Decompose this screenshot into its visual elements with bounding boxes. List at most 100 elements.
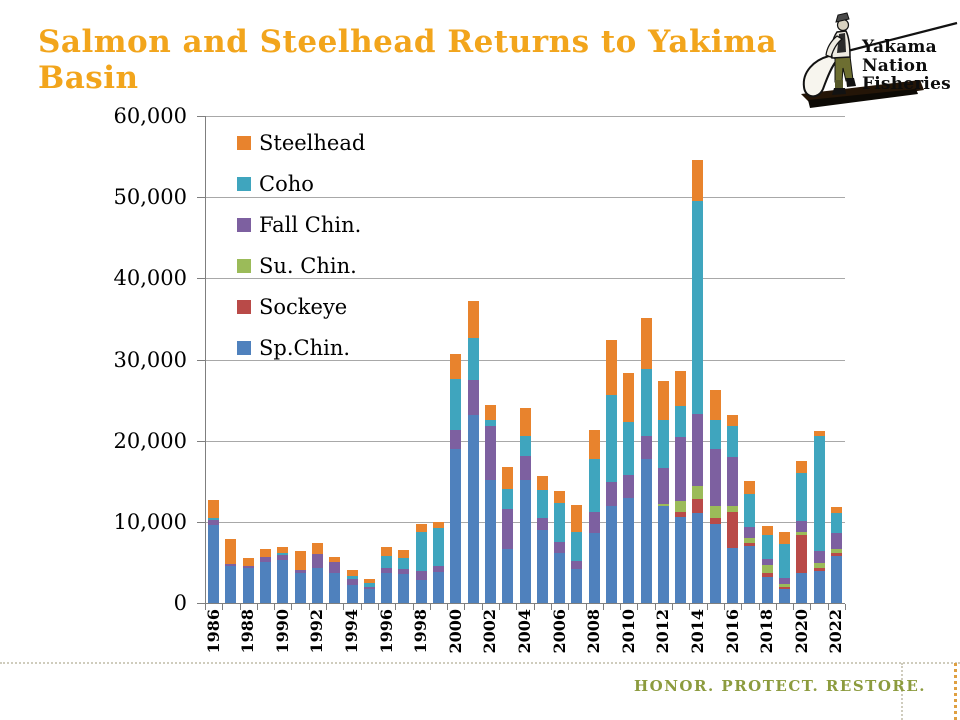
- bar-2017-steelhead: [744, 481, 756, 494]
- bar-1992-fall-chin: [311, 553, 323, 569]
- motto-text: HONOR. PROTECT. RESTORE.: [633, 677, 927, 695]
- bar-1999-coho: [433, 528, 444, 566]
- bar-2020-sp-chin: [796, 572, 808, 603]
- fisherman-dipnet-illustration: [801, 12, 958, 108]
- x-axis-label: 1994: [342, 609, 362, 654]
- bar-1999-fall-chin: [433, 565, 444, 573]
- bar-1998-sp-chin: [415, 579, 427, 603]
- y-axis-tick: [197, 116, 205, 117]
- x-axis-label: 2000: [445, 609, 465, 654]
- legend-swatch: [237, 176, 251, 191]
- bar-2010-sp-chin: [623, 497, 635, 603]
- x-axis-tick: [741, 604, 743, 610]
- bar-1997-steelhead: [398, 549, 410, 559]
- y-axis-tick: [197, 440, 205, 442]
- bar-1991-sp-chin: [294, 572, 306, 603]
- bar-1989-sp-chin: [260, 562, 272, 603]
- bar-2002-steelhead: [484, 405, 496, 420]
- x-axis-label: 2010: [618, 609, 638, 654]
- bar-1996-coho: [381, 556, 393, 569]
- x-axis-tick: [343, 604, 345, 610]
- x-axis-tick: [377, 604, 379, 610]
- bar-1994-coho: [346, 576, 358, 579]
- bar-2017-fall-chin: [744, 527, 756, 539]
- y-axis-label: 20,000: [113, 428, 187, 453]
- bar-2014-fall-chin: [692, 413, 704, 487]
- bar-1986-coho: [208, 517, 220, 521]
- x-axis-label: 1992: [307, 609, 327, 654]
- bar-2005-fall-chin: [536, 517, 548, 530]
- x-axis-tick: [222, 604, 224, 610]
- x-axis-tick: [810, 604, 812, 610]
- bar-1998-coho: [415, 532, 427, 572]
- x-axis-tick: [499, 604, 501, 610]
- footer-dotted-vertical-divider: [901, 663, 903, 720]
- bar-1997-sp-chin: [398, 573, 410, 603]
- gridline: [205, 278, 845, 280]
- gridline: [205, 197, 845, 199]
- bar-1995-fall-chin: [363, 586, 375, 590]
- x-axis-tick: [205, 604, 206, 610]
- x-axis-tick: [672, 604, 674, 610]
- bar-1989-fall-chin: [260, 557, 272, 563]
- bar-2021-su-chin: [813, 563, 825, 569]
- bar-1995-coho: [363, 583, 375, 587]
- bar-1990-fall-chin: [277, 554, 289, 560]
- bar-2020-steelhead: [796, 461, 808, 474]
- bar-1997-coho: [398, 558, 410, 570]
- bar-2005-sp-chin: [536, 529, 548, 603]
- x-axis-label: 2018: [757, 609, 777, 654]
- bar-2015-sockeye: [709, 518, 721, 524]
- x-axis-tick: [758, 604, 760, 610]
- y-axis-tick: [197, 197, 205, 199]
- bar-2013-sockeye: [675, 512, 687, 518]
- x-axis-label: 2002: [480, 609, 500, 654]
- bar-1995-steelhead: [363, 579, 375, 584]
- bar-2012-sp-chin: [657, 506, 669, 603]
- x-axis-tick: [447, 604, 449, 610]
- logo-wordmark: Yakama Nation Fisheries: [862, 38, 951, 94]
- bar-2000-fall-chin: [450, 430, 462, 449]
- x-axis-tick: [654, 604, 656, 610]
- bar-2018-sp-chin: [761, 577, 773, 603]
- bar-2015-coho: [709, 420, 721, 449]
- bar-2001-fall-chin: [467, 379, 479, 415]
- x-axis-label: 2004: [515, 609, 534, 654]
- gridline: [205, 359, 845, 361]
- bar-2003-sp-chin: [502, 548, 514, 603]
- bar-2009-coho: [605, 394, 617, 483]
- bar-2009-steelhead: [605, 340, 617, 395]
- bar-1994-fall-chin: [346, 578, 358, 586]
- bar-1988-sp-chin: [242, 568, 254, 603]
- x-axis-tick: [291, 604, 293, 610]
- bar-1993-fall-chin: [329, 562, 341, 573]
- legend-label: Sockeye: [259, 294, 348, 319]
- bar-2017-sockeye: [744, 542, 756, 546]
- slide-title: Salmon and Steelhead Returns to Yakima B…: [38, 24, 778, 96]
- bar-2000-sp-chin: [450, 448, 462, 603]
- bar-2022-sockeye: [830, 553, 842, 556]
- bar-2021-sp-chin: [813, 570, 825, 603]
- bar-2014-sockeye: [692, 499, 704, 514]
- bar-2014-su-chin: [692, 486, 704, 500]
- x-axis-label: 1990: [272, 609, 292, 654]
- bar-2019-sockeye: [778, 586, 790, 590]
- x-axis-tick: [550, 604, 552, 610]
- x-axis-label: 1996: [376, 609, 396, 654]
- bar-2018-steelhead: [761, 525, 773, 535]
- bar-2021-coho: [813, 435, 825, 552]
- bar-2001-sp-chin: [467, 414, 479, 603]
- x-axis-label: 2008: [584, 609, 604, 654]
- legend-item-coho: Coho: [237, 163, 365, 204]
- y-axis-label: 40,000: [113, 266, 187, 291]
- x-axis-tick: [706, 604, 708, 610]
- bar-2014-coho: [692, 200, 704, 414]
- bar-2003-fall-chin: [502, 508, 514, 549]
- bar-2001-coho: [467, 338, 479, 380]
- bar-2013-coho: [675, 405, 687, 438]
- legend-label: Steelhead: [259, 130, 366, 155]
- bar-2013-fall-chin: [675, 437, 687, 502]
- bar-2017-su-chin: [744, 538, 756, 543]
- bar-2018-fall-chin: [761, 559, 773, 565]
